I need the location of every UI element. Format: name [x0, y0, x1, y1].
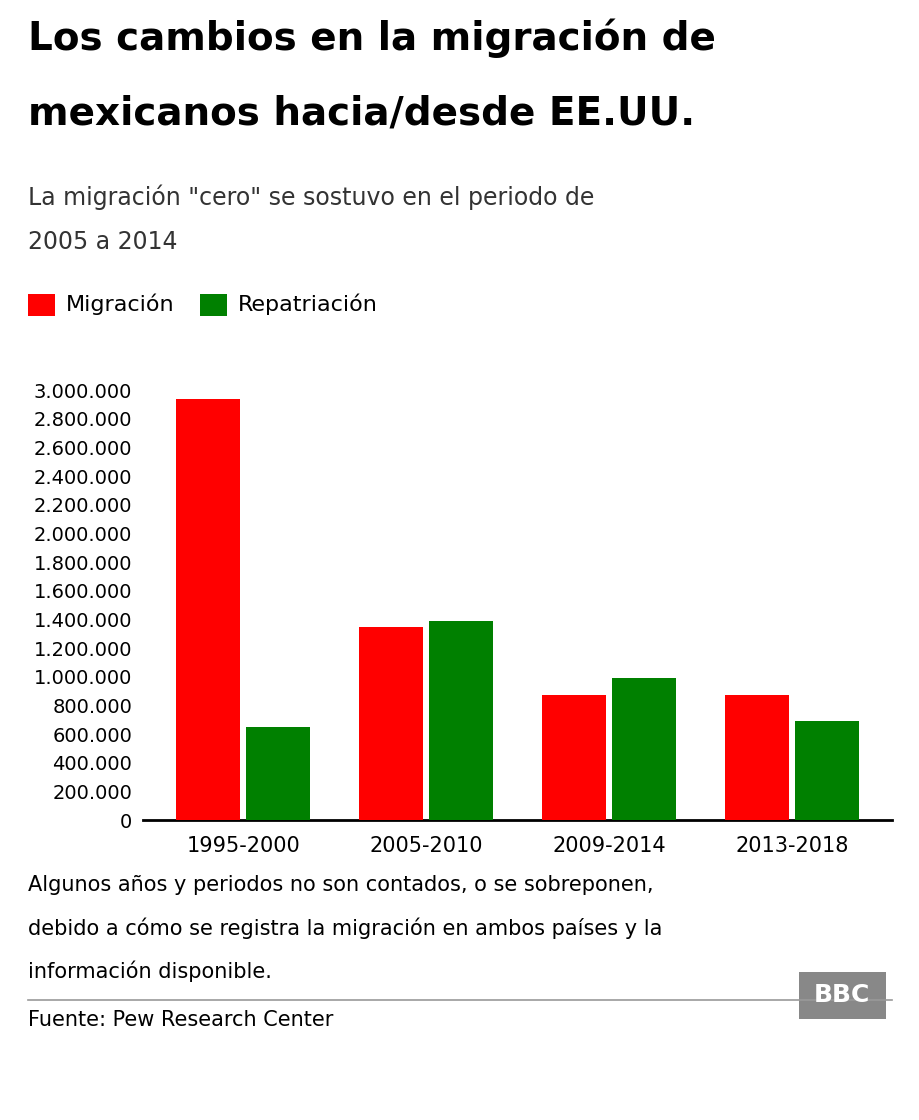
- Text: mexicanos hacia/desde EE.UU.: mexicanos hacia/desde EE.UU.: [28, 95, 694, 133]
- Text: debido a cómo se registra la migración en ambos países y la: debido a cómo se registra la migración e…: [28, 917, 662, 939]
- Bar: [794, 721, 857, 820]
- Bar: [176, 399, 240, 820]
- Bar: [245, 727, 310, 820]
- Bar: [428, 620, 493, 820]
- Text: Algunos años y periodos no son contados, o se sobreponen,: Algunos años y periodos no son contados,…: [28, 875, 652, 895]
- Text: Migración: Migración: [66, 293, 175, 315]
- Text: Repatriación: Repatriación: [238, 293, 378, 315]
- Text: 2005 a 2014: 2005 a 2014: [28, 230, 177, 254]
- Bar: [541, 696, 606, 820]
- Text: Los cambios en la migración de: Los cambios en la migración de: [28, 18, 715, 57]
- Text: información disponible.: información disponible.: [28, 960, 271, 981]
- Bar: [611, 678, 675, 820]
- Text: BBC: BBC: [813, 983, 869, 1008]
- Bar: [359, 626, 423, 820]
- Text: Fuente: Pew Research Center: Fuente: Pew Research Center: [28, 1010, 333, 1030]
- Bar: [724, 696, 789, 820]
- Text: La migración "cero" se sostuvo en el periodo de: La migración "cero" se sostuvo en el per…: [28, 185, 594, 211]
